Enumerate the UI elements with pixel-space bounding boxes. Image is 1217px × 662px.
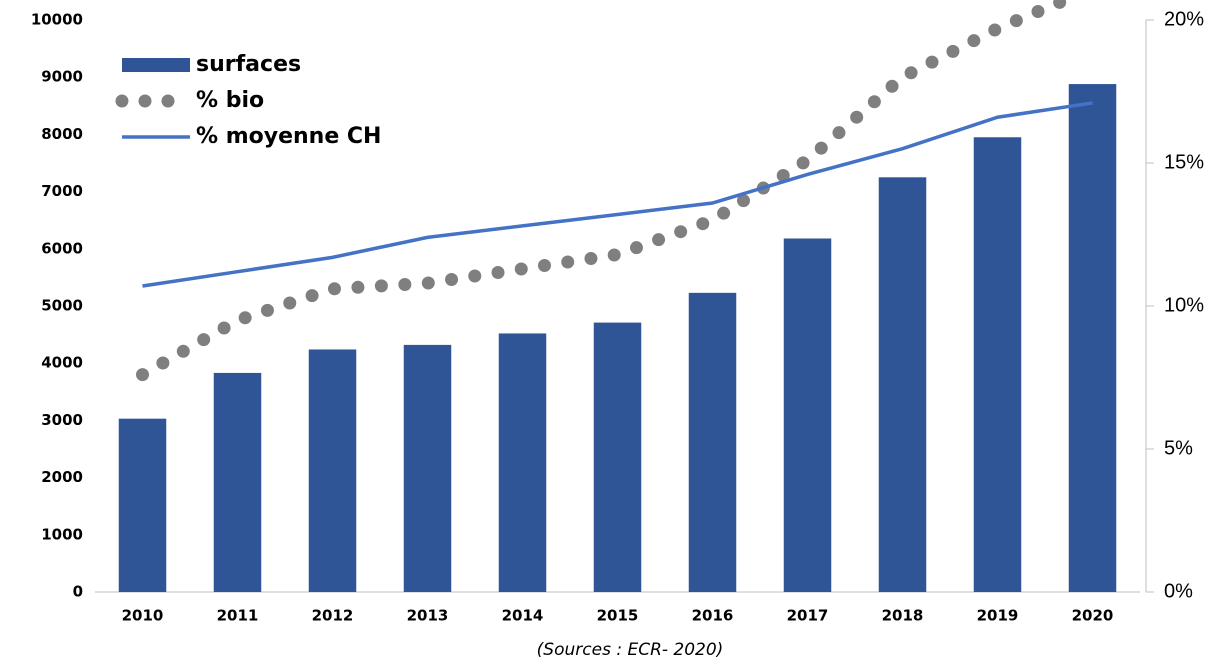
y2-tick-label: 15% — [1164, 151, 1204, 173]
x-tick-label: 2012 — [312, 607, 354, 625]
legend-label: % moyenne CH — [196, 124, 381, 149]
plot-area — [118, 0, 1117, 593]
bar — [403, 344, 452, 592]
bar — [308, 349, 357, 592]
y-tick-label: 1000 — [41, 525, 83, 543]
bar — [688, 292, 737, 592]
source-note: (Sources : ECR- 2020) — [537, 640, 724, 660]
x-tick-label: 2010 — [122, 607, 164, 625]
y-tick-label: 5000 — [41, 297, 83, 315]
bar — [118, 418, 167, 592]
x-tick-label: 2014 — [502, 607, 544, 625]
y-tick-label: 9000 — [41, 68, 83, 86]
bar — [1068, 84, 1117, 593]
line-series — [142, 101, 1093, 288]
bar — [593, 322, 642, 592]
legend-label: % bio — [196, 88, 264, 113]
y-tick-label: 2000 — [41, 468, 83, 486]
bar — [213, 372, 262, 592]
x-tick-label: 2015 — [597, 607, 639, 625]
x-tick-label: 2018 — [882, 607, 924, 625]
line-series — [136, 0, 1083, 382]
x-tick-label: 2016 — [692, 607, 734, 625]
y-tick-label: 6000 — [41, 239, 83, 257]
y-tick-label: 0 — [73, 583, 83, 601]
y2-tick-label: 5% — [1164, 437, 1193, 459]
y-tick-label: 4000 — [41, 354, 83, 372]
bar — [973, 137, 1022, 592]
x-tick-label: 2019 — [977, 607, 1019, 625]
y-tick-label: 3000 — [41, 411, 83, 429]
legend-label: surfaces — [196, 52, 301, 77]
x-tick-label: 2020 — [1072, 607, 1114, 625]
legend-swatch — [122, 58, 190, 72]
y-tick-label: 7000 — [41, 182, 83, 200]
y2-tick-label: 20% — [1164, 8, 1204, 30]
y2-tick-label: 0% — [1164, 580, 1193, 602]
bar — [878, 177, 927, 593]
x-tick-label: 2013 — [407, 607, 449, 625]
bar — [783, 238, 832, 592]
y-tick-label: 8000 — [41, 125, 83, 143]
y2-tick-label: 10% — [1164, 294, 1204, 316]
x-tick-label: 2011 — [217, 607, 259, 625]
y-tick-label: 10000 — [31, 11, 83, 29]
bar — [498, 333, 547, 592]
x-tick-label: 2017 — [787, 607, 829, 625]
